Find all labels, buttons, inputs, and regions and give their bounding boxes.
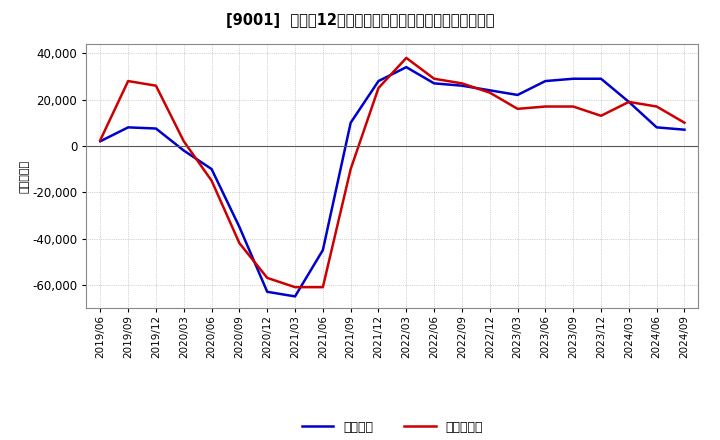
当期純利益 [430,76,438,81]
経常利益 [374,78,383,84]
Y-axis label: （百万円）: （百万円） [19,159,30,193]
Text: [9001]  利益だ12か月移動合計の対前年同期増減額の推移: [9001] 利益だ12か月移動合計の対前年同期増減額の推移 [226,13,494,28]
当期純利益 [207,178,216,183]
経常利益 [485,88,494,93]
当期純利益 [402,55,410,61]
当期純利益 [680,120,689,125]
経常利益 [430,81,438,86]
経常利益 [207,166,216,172]
経常利益 [346,120,355,125]
当期純利益 [513,106,522,111]
当期純利益 [374,85,383,91]
経常利益 [96,139,104,144]
経常利益 [597,76,606,81]
経常利益 [152,126,161,131]
経常利益 [652,125,661,130]
当期純利益 [346,166,355,172]
当期純利益 [235,241,243,246]
経常利益 [680,127,689,132]
当期純利益 [179,139,188,144]
Line: 経常利益: 経常利益 [100,67,685,297]
当期純利益 [485,90,494,95]
当期純利益 [624,99,633,105]
経常利益 [263,289,271,294]
経常利益 [458,83,467,88]
当期純利益 [152,83,161,88]
Line: 当期純利益: 当期純利益 [100,58,685,287]
経常利益 [291,294,300,299]
経常利益 [624,99,633,105]
経常利益 [541,78,550,84]
経常利益 [124,125,132,130]
当期純利益 [124,78,132,84]
経常利益 [235,224,243,230]
経常利益 [318,247,327,253]
経常利益 [402,65,410,70]
経常利益 [569,76,577,81]
Legend: 経常利益, 当期純利益: 経常利益, 当期純利益 [297,416,488,439]
当期純利益 [96,137,104,143]
当期純利益 [291,285,300,290]
経常利益 [513,92,522,98]
当期純利益 [263,275,271,281]
当期純利益 [541,104,550,109]
経常利益 [179,148,188,153]
当期純利益 [597,113,606,118]
当期純利益 [318,285,327,290]
当期純利益 [652,104,661,109]
当期純利益 [569,104,577,109]
当期純利益 [458,81,467,86]
